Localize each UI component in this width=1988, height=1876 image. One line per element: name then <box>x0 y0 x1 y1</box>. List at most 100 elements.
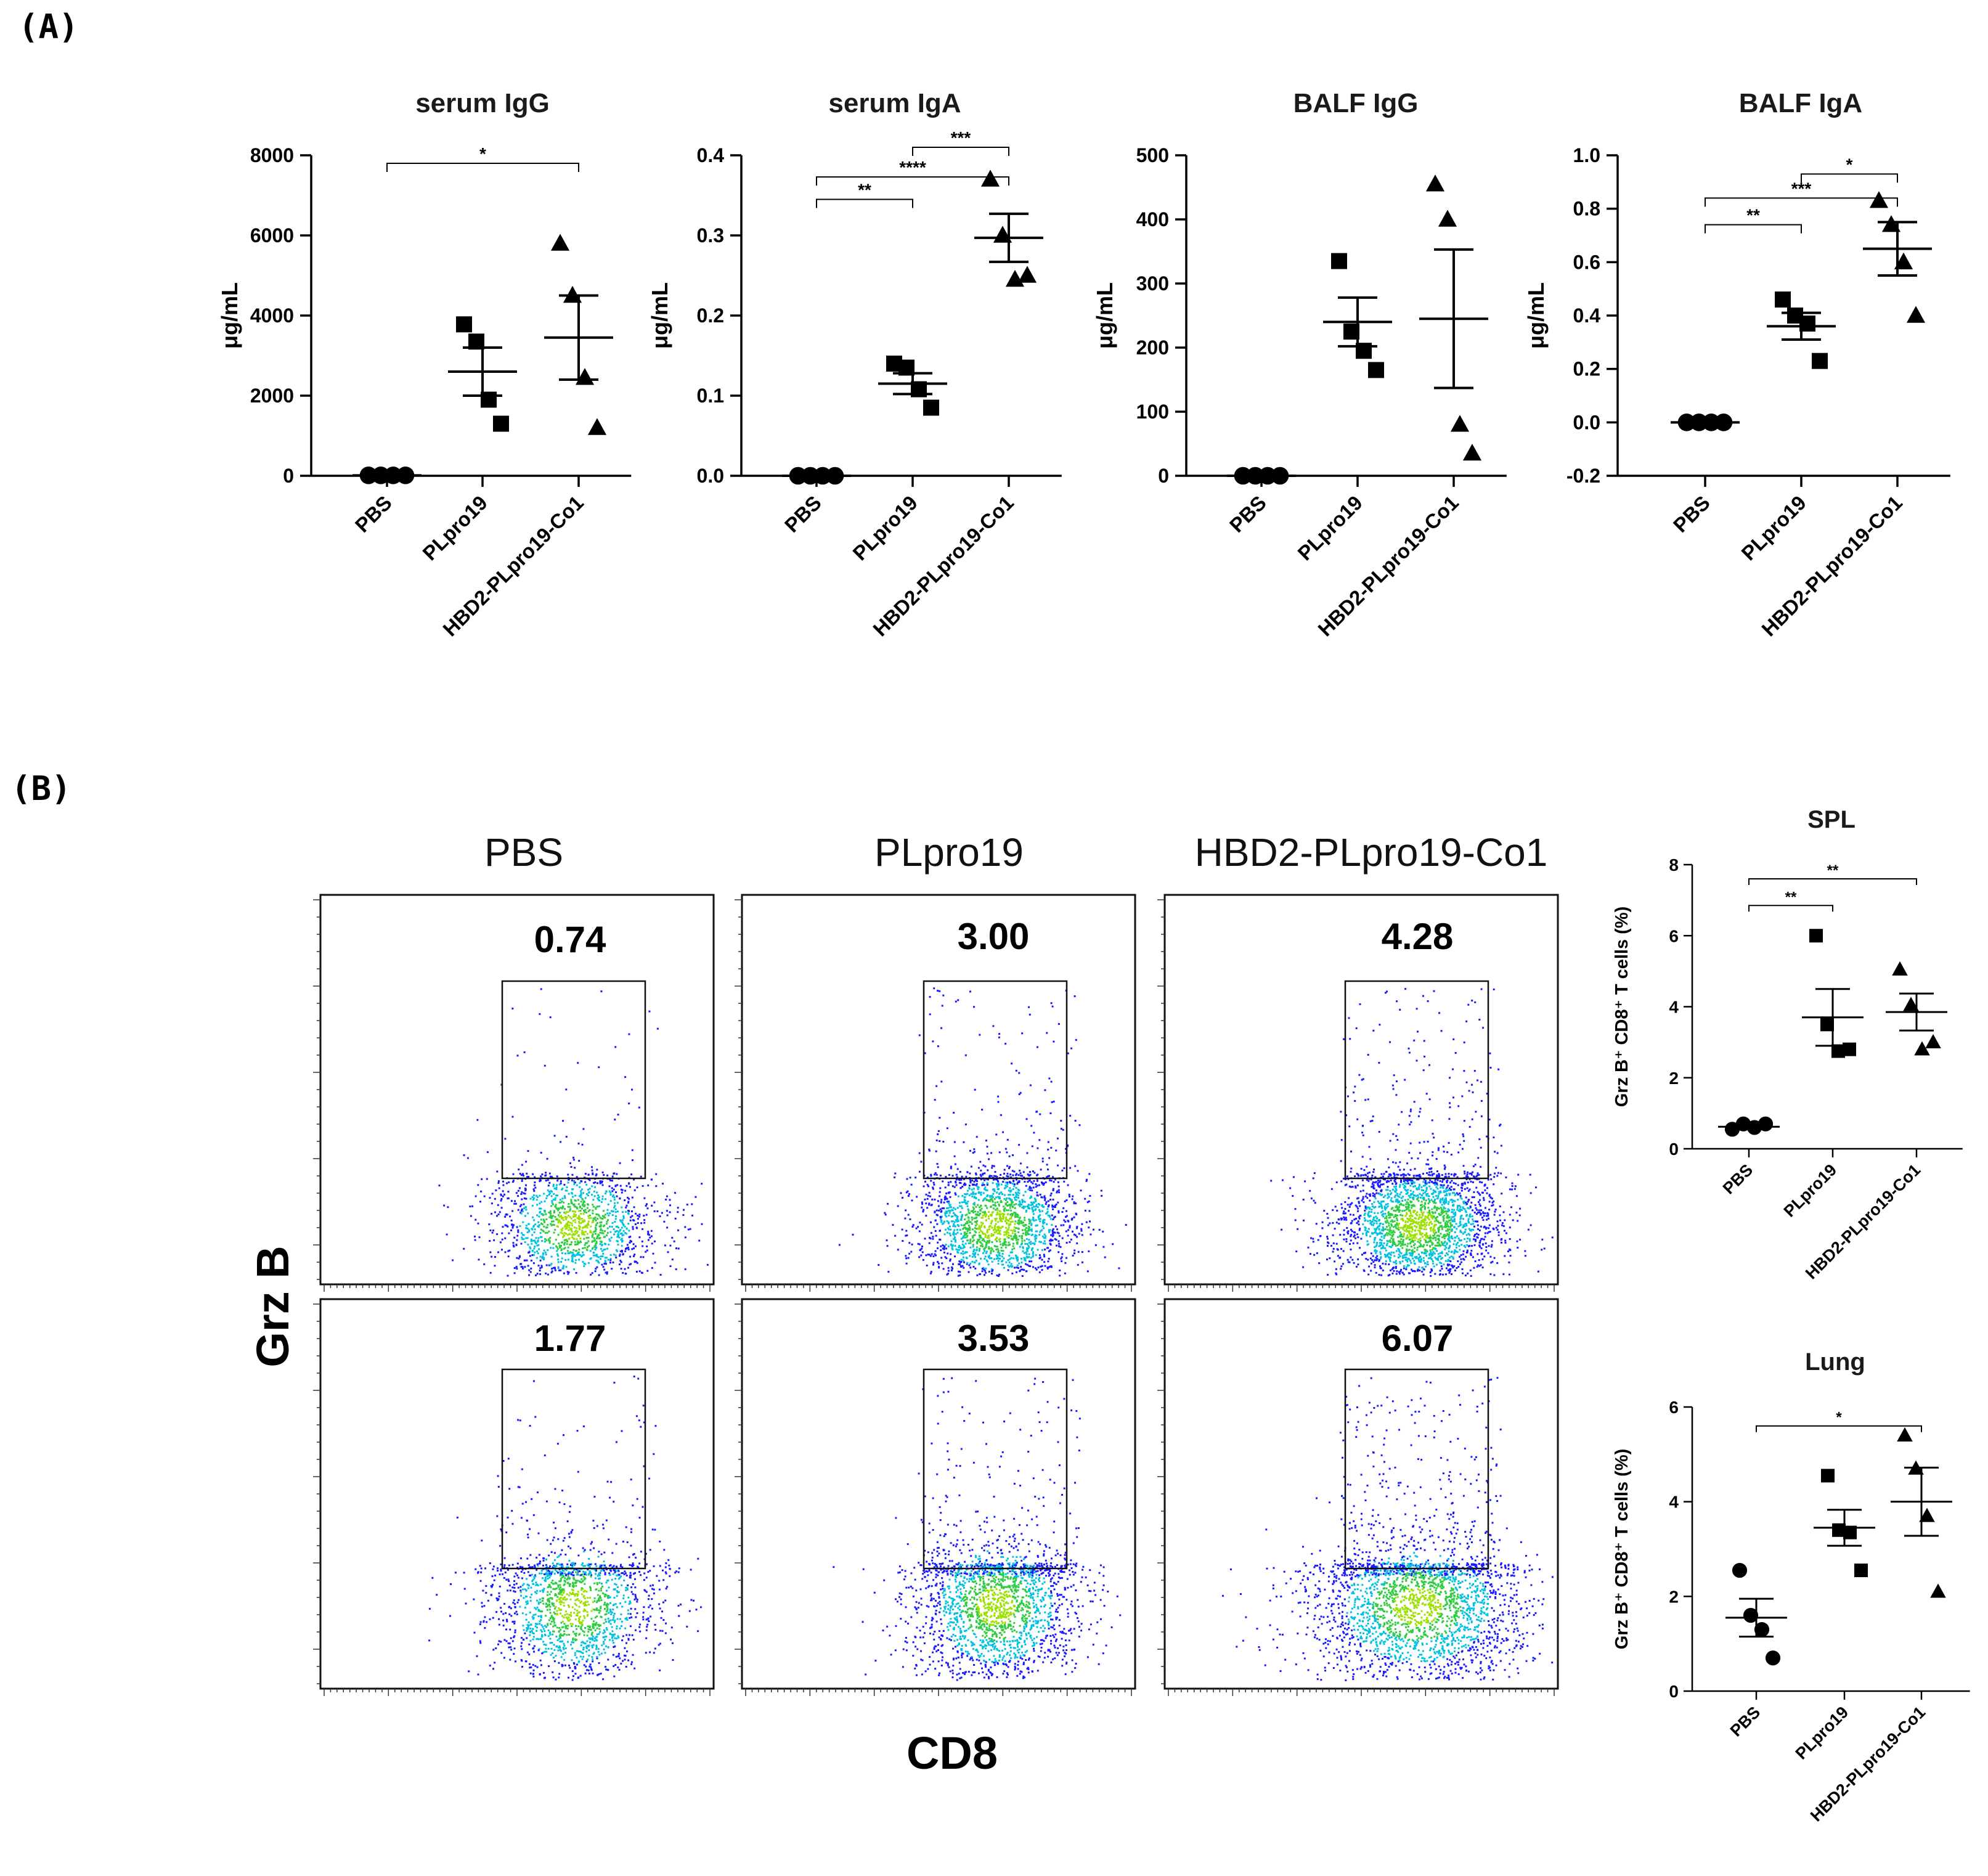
flow-event <box>616 1173 618 1175</box>
flow-event <box>974 1256 977 1258</box>
flow-event-gated <box>937 1045 939 1048</box>
flow-event <box>1457 1199 1459 1201</box>
flow-event <box>1069 1196 1070 1197</box>
flow-event <box>996 1213 998 1216</box>
flow-event <box>1385 1204 1387 1205</box>
flow-event <box>990 1257 993 1259</box>
flow-event <box>1422 1257 1425 1259</box>
flow-event-gated <box>935 1085 938 1087</box>
flow-event <box>589 1250 592 1252</box>
flow-event <box>956 1231 959 1234</box>
flow-event <box>1026 1230 1029 1232</box>
flow-event <box>966 1193 969 1195</box>
flow-event <box>964 1242 967 1245</box>
flow-event <box>579 1238 582 1239</box>
flow-event <box>557 1258 560 1260</box>
flow-event <box>955 1219 957 1221</box>
flow-event <box>1003 1210 1006 1212</box>
flow-event-gated <box>1029 1013 1031 1016</box>
flow-event <box>1455 1250 1457 1252</box>
flow-event <box>545 1197 548 1199</box>
flow-event <box>1384 1247 1387 1249</box>
flow-event <box>1026 1249 1028 1251</box>
flow-event <box>1070 1218 1073 1221</box>
flow-event <box>619 1162 621 1164</box>
flow-event <box>1027 1244 1030 1247</box>
flow-event <box>534 1176 536 1178</box>
flow-event <box>1010 1263 1012 1265</box>
flow-event <box>1409 1233 1411 1236</box>
flow-event <box>1025 1270 1028 1273</box>
flow-event <box>571 1224 573 1226</box>
flow-event <box>1348 1185 1351 1188</box>
flow-event <box>926 1197 929 1200</box>
flow-event <box>947 1181 950 1184</box>
flow-event <box>527 1244 529 1246</box>
flow-event <box>1024 1191 1027 1193</box>
flow-event <box>1377 1185 1380 1188</box>
flow-event <box>1049 1194 1052 1197</box>
flow-event <box>1374 1197 1377 1200</box>
flow-event <box>573 1213 576 1215</box>
flow-event <box>541 1223 544 1225</box>
flow-event <box>1467 1189 1470 1192</box>
flow-event <box>1399 1209 1401 1212</box>
flow-event <box>974 1230 976 1233</box>
flow-event <box>961 1215 963 1218</box>
flow-event <box>956 1249 959 1251</box>
flow-event <box>1444 1197 1447 1199</box>
chart-title: serum IgG <box>415 88 550 118</box>
flow-event <box>507 1197 509 1200</box>
flow-event <box>579 1195 581 1197</box>
flow-event <box>1020 1257 1022 1260</box>
flow-event <box>545 1239 548 1242</box>
flow-event <box>635 1226 638 1229</box>
flow-event <box>943 1201 945 1204</box>
flow-event-gated <box>628 1033 630 1035</box>
flow-event <box>1054 1178 1056 1181</box>
flow-event <box>613 1228 615 1230</box>
flow-event <box>563 1239 566 1241</box>
flow-event <box>1467 1245 1470 1247</box>
flow-event <box>1015 1255 1017 1257</box>
flow-event <box>523 1192 525 1194</box>
flow-event <box>1395 1267 1397 1270</box>
flow-event <box>1404 1179 1407 1181</box>
flow-event <box>443 1204 446 1207</box>
flow-event <box>579 1186 581 1188</box>
flow-event <box>1027 1225 1030 1228</box>
flow-event <box>1035 1204 1038 1206</box>
flow-event <box>1379 1231 1382 1234</box>
flow-event <box>1078 1233 1080 1235</box>
flow-event-gated <box>1053 1100 1055 1103</box>
flow-event <box>1448 1175 1450 1178</box>
flow-event <box>1407 1189 1409 1191</box>
flow-event <box>1364 1217 1366 1220</box>
flow-event <box>518 1257 520 1260</box>
flow-event <box>602 1225 605 1228</box>
flow-event <box>1001 1212 1004 1215</box>
flow-event <box>565 1239 568 1241</box>
flow-event <box>511 1226 514 1229</box>
flow-event <box>550 1195 553 1197</box>
flow-event <box>999 1257 1001 1260</box>
flow-event-gated <box>1002 1131 1004 1133</box>
flow-event <box>1393 1252 1395 1254</box>
flow-event <box>637 1214 639 1217</box>
flow-event <box>1094 1244 1097 1246</box>
flow-event <box>543 1210 545 1212</box>
flow-event <box>930 1180 932 1182</box>
flow-event <box>515 1202 517 1205</box>
flow-event <box>1039 1193 1041 1196</box>
flow-event <box>1391 1225 1393 1227</box>
flow-event <box>945 1193 948 1194</box>
flow-event <box>561 1227 564 1230</box>
flow-event <box>605 1223 608 1225</box>
flow-event <box>529 1271 532 1273</box>
flow-event <box>1043 1255 1046 1258</box>
flow-event <box>984 1247 986 1250</box>
flow-event <box>1007 1219 1009 1221</box>
flow-event <box>1004 1218 1007 1220</box>
flow-event <box>1481 1181 1483 1184</box>
flow-event <box>1044 1199 1046 1201</box>
